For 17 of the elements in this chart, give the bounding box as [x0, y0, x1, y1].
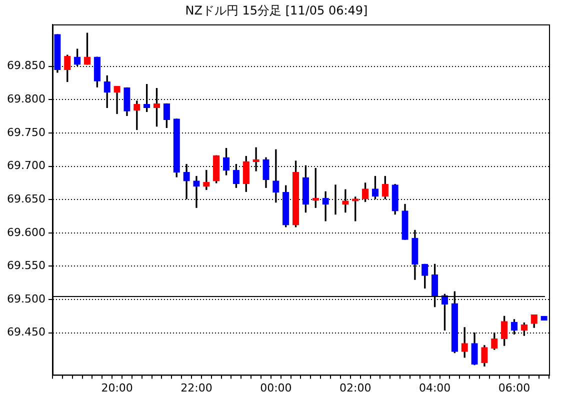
- y-tick-label: 69.450: [6, 326, 46, 339]
- y-tick-label: 69.550: [6, 259, 46, 272]
- y-tick-label: 69.500: [6, 292, 46, 306]
- x-tick-label: 06:00: [498, 381, 530, 394]
- x-tick-label: 04:00: [418, 381, 451, 394]
- chart-title: NZドル円 15分足 [11/05 06:49]: [185, 3, 368, 18]
- y-tick-label: 69.750: [6, 126, 46, 139]
- x-tick-label: 20:00: [101, 381, 133, 394]
- y-tick-label: 69.650: [6, 192, 46, 206]
- candlestick: [540, 316, 548, 321]
- x-tick-label: 02:00: [340, 381, 372, 394]
- y-tick-label: 69.700: [6, 159, 46, 172]
- y-tick-label: 69.800: [6, 92, 46, 106]
- x-tick-label: 22:00: [180, 381, 212, 394]
- y-tick-label: 69.850: [6, 59, 46, 72]
- x-tick-label: 00:00: [260, 381, 292, 394]
- y-tick-label: 69.600: [6, 226, 46, 239]
